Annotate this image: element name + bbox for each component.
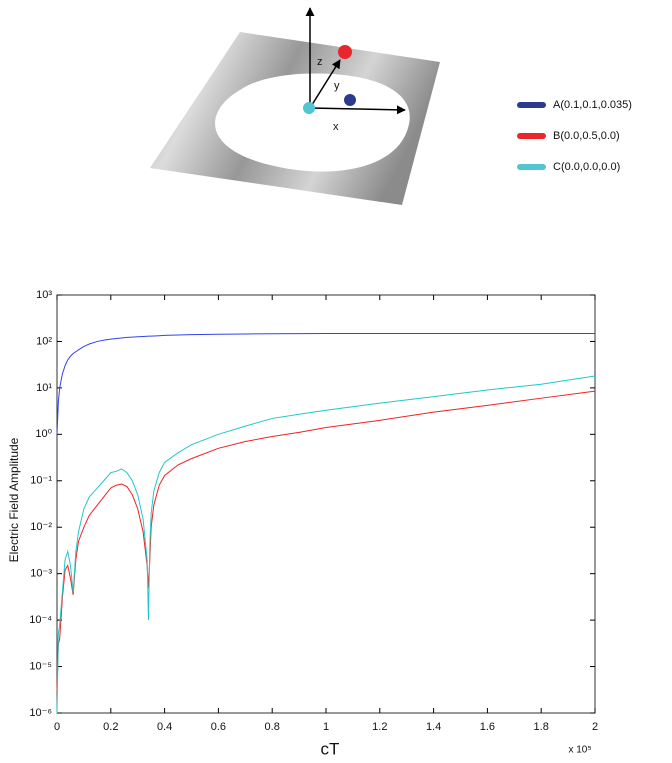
- series-line: [57, 391, 595, 691]
- y-tick-label: 10²: [36, 335, 52, 347]
- legend-label: A(0.1,0.1,0.035): [553, 99, 632, 111]
- y-tick-label: 10⁻⁶: [29, 707, 52, 719]
- y-tick-label: 10³: [36, 289, 52, 301]
- ring-box: [150, 32, 440, 205]
- y-tick-label: 10¹: [36, 382, 52, 394]
- y-tick-label: 10⁰: [35, 428, 52, 440]
- point-b: [338, 45, 352, 59]
- x-tick-label: 0.8: [265, 721, 280, 733]
- point-c: [303, 102, 315, 114]
- figure: z y x cT x 10⁵ Electric Field Amplitude …: [0, 0, 672, 763]
- x-tick-label: 2: [592, 721, 598, 733]
- x-tick-label: 0.2: [103, 721, 118, 733]
- diagram: z y x: [150, 8, 440, 205]
- x-multiplier: x 10⁵: [568, 745, 591, 756]
- series-line: [57, 376, 595, 713]
- y-tick-label: 10⁻³: [30, 568, 52, 580]
- point-a: [344, 94, 356, 106]
- x-tick-label: 1.8: [534, 721, 549, 733]
- legend-label: B(0.0,0.5,0.0): [553, 130, 620, 142]
- x-axis: [310, 108, 405, 110]
- axis-label: y: [334, 80, 340, 92]
- x-tick-label: 1.2: [372, 721, 387, 733]
- series-line: [57, 334, 595, 435]
- x-tick-label: 1.4: [426, 721, 441, 733]
- x-tick-label: 1.6: [480, 721, 495, 733]
- y-tick-label: 10⁻⁵: [29, 660, 52, 672]
- x-tick-label: 0.4: [157, 721, 172, 733]
- plot-frame: [57, 295, 595, 713]
- x-tick-label: 0: [54, 721, 60, 733]
- x-axis-label: cT: [321, 739, 340, 758]
- y-tick-label: 10⁻¹: [30, 475, 52, 487]
- axis-label: z: [317, 56, 323, 68]
- y-tick-label: 10⁻⁴: [29, 614, 52, 626]
- axis-label: x: [333, 121, 339, 133]
- y-axis-label: Electric Field Amplitude: [7, 437, 21, 562]
- legend-label: C(0.0,0.0,0.0): [553, 161, 620, 173]
- x-tick-label: 0.6: [211, 721, 226, 733]
- x-tick-label: 1: [323, 721, 329, 733]
- y-tick-label: 10⁻²: [30, 521, 52, 533]
